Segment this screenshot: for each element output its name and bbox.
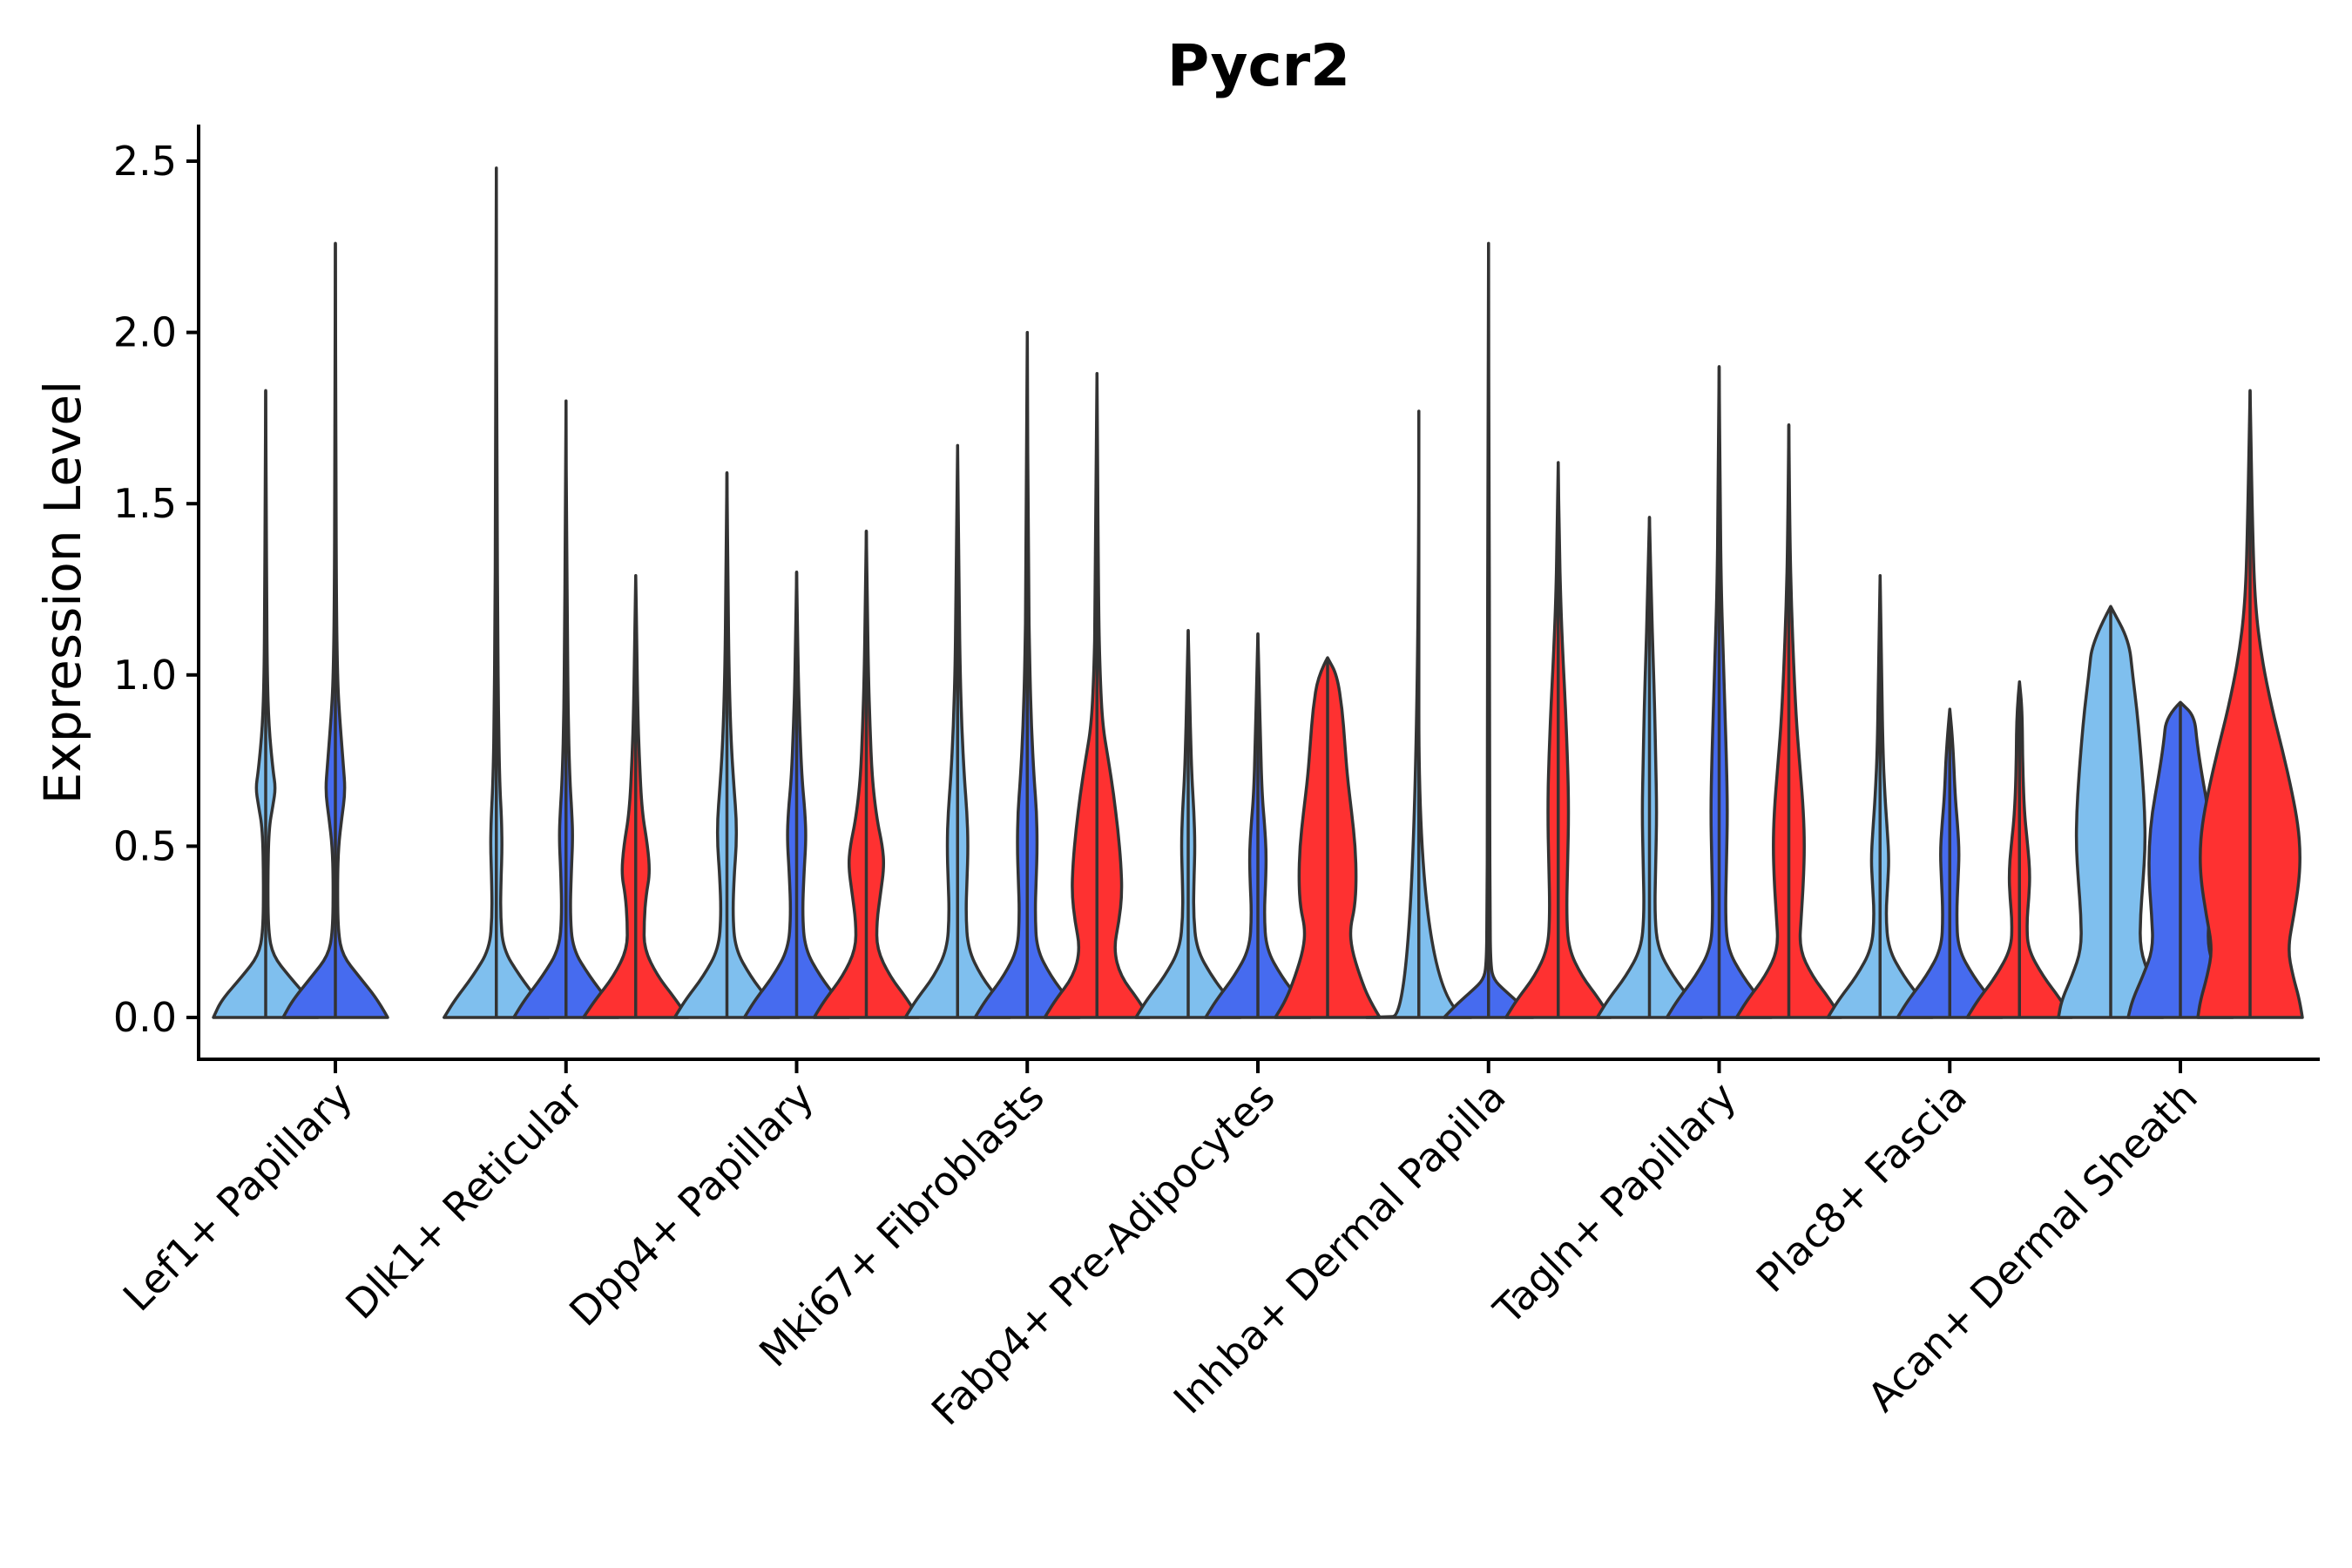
y-tick-label: 0.0 <box>113 994 177 1041</box>
violin-group <box>2196 389 2304 1019</box>
violin-group <box>1965 679 2074 1019</box>
violin-group <box>1365 409 1473 1019</box>
y-ticks-layer: 0.0 0.5 1.0 1.5 2.0 2.5 <box>113 138 199 1041</box>
y-tick-label: 1.5 <box>113 480 177 527</box>
violin-group <box>1734 423 1843 1019</box>
violin-group <box>973 330 1082 1019</box>
violin-group <box>672 471 781 1019</box>
y-tick-label: 2.5 <box>113 138 177 185</box>
violin-group <box>1595 516 1704 1019</box>
violin-group <box>1665 365 1774 1019</box>
violin-group <box>1134 628 1242 1019</box>
violin-group <box>512 399 620 1019</box>
y-axis-title: Expression Level <box>33 381 92 804</box>
violin-group <box>903 443 1012 1019</box>
violin-group <box>2057 605 2165 1019</box>
violin-group <box>812 529 921 1019</box>
violin-group <box>1443 241 1535 1019</box>
violin-group <box>1896 707 2004 1019</box>
violin-group <box>582 574 690 1019</box>
violin-group <box>1826 574 1935 1019</box>
violin-group <box>212 389 320 1019</box>
violins-layer <box>212 166 2304 1019</box>
violin-group <box>1504 461 1612 1019</box>
y-tick-label: 0.5 <box>113 822 177 869</box>
violin-group <box>1043 372 1152 1019</box>
y-tick-label: 1.0 <box>113 652 177 699</box>
violin-group <box>281 241 389 1019</box>
chart-title: Pycr2 <box>1167 32 1350 99</box>
violin-group <box>742 571 851 1019</box>
violin-group <box>1274 656 1382 1019</box>
y-tick-label: 2.0 <box>113 309 177 356</box>
violin-group <box>1204 632 1312 1019</box>
violin-group <box>443 166 551 1019</box>
